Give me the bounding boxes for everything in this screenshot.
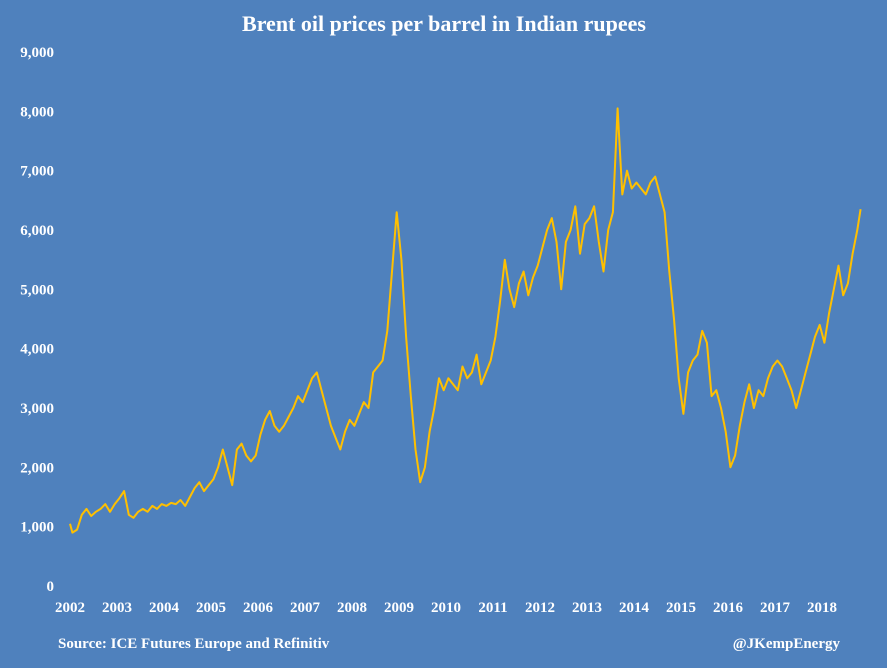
chart-title: Brent oil prices per barrel in Indian ru…	[242, 11, 646, 36]
x-tick-label: 2018	[807, 600, 837, 616]
x-tick-label: 2011	[478, 600, 507, 616]
y-tick-label: 0	[47, 579, 55, 595]
x-tick-label: 2008	[337, 600, 367, 616]
y-tick-label: 9,000	[20, 45, 54, 61]
y-axis-ticks: 0 1,000 2,000 3,000 4,000 5,000 6,000 7,000 8,00…	[20, 45, 54, 595]
y-tick-label: 2,000	[20, 460, 54, 476]
source-note: Source: ICE Futures Europe and Refinitiv	[58, 636, 330, 652]
x-tick-label: 2015	[666, 600, 696, 616]
x-tick-label: 2012	[525, 600, 555, 616]
y-tick-label: 6,000	[20, 223, 54, 239]
x-tick-label: 2007	[290, 600, 321, 616]
x-tick-label: 2014	[619, 600, 650, 616]
x-tick-label: 2002	[55, 600, 85, 616]
x-tick-label: 2004	[149, 600, 180, 616]
y-tick-label: 8,000	[20, 104, 54, 120]
x-tick-label: 2013	[572, 600, 602, 616]
x-tick-label: 2005	[196, 600, 226, 616]
series-line	[69, 107, 862, 534]
x-tick-label: 2016	[713, 600, 744, 616]
y-tick-label: 4,000	[20, 342, 54, 358]
y-tick-label: 5,000	[20, 282, 54, 298]
x-tick-label: 2009	[384, 600, 414, 616]
x-tick-label: 2006	[243, 600, 274, 616]
x-tick-label: 2003	[102, 600, 132, 616]
credit-note: @JKempEnergy	[733, 636, 841, 652]
y-tick-label: 1,000	[20, 520, 54, 536]
y-tick-label: 3,000	[20, 401, 54, 417]
x-axis-ticks: 2002 2003 2004 2005 2006 2007 2008 2009 2010 2011…	[55, 600, 837, 616]
x-tick-label: 2017	[760, 600, 791, 616]
y-tick-label: 7,000	[20, 164, 54, 180]
x-tick-label: 2010	[431, 600, 461, 616]
